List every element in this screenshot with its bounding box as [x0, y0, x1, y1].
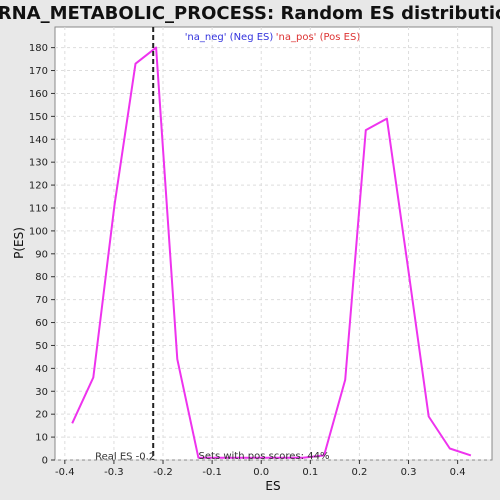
y-tick-label: 0 — [42, 456, 48, 467]
y-tick-label: 20 — [35, 410, 48, 421]
y-tick-label: 130 — [29, 158, 48, 169]
real-es-label: Real ES -0.2 — [95, 452, 155, 463]
y-tick-label: 120 — [29, 181, 48, 192]
x-axis-ticks: -0.4 -0.3 -0.2 -0.1 0.0 0.1 0.2 0.3 0.4 — [55, 460, 466, 478]
real-es-group: Real ES -0.2 — [95, 27, 155, 463]
y-tick-label: 160 — [29, 89, 48, 100]
y-tick-label: 10 — [35, 433, 48, 444]
y-tick-label: 180 — [29, 43, 48, 54]
legend-neg: 'na_neg' (Neg ES) — [185, 32, 274, 43]
x-tick-label: -0.3 — [104, 467, 124, 478]
y-axis-ticks: 0 10 20 30 40 50 60 70 80 90 100 110 120 130 140 150 160… — [29, 43, 55, 467]
y-tick-label: 140 — [29, 135, 48, 146]
x-tick-label: 0.4 — [450, 467, 466, 478]
x-tick-label: 0.2 — [351, 467, 367, 478]
x-tick-label: -0.2 — [153, 467, 173, 478]
y-tick-label: 50 — [35, 341, 48, 352]
x-axis-label: ES — [265, 479, 280, 493]
x-tick-label: 0.0 — [253, 467, 269, 478]
x-tick-label: 0.1 — [302, 467, 318, 478]
y-tick-label: 80 — [35, 272, 48, 283]
y-tick-label: 100 — [29, 226, 48, 237]
y-tick-label: 40 — [35, 364, 48, 375]
y-tick-label: 150 — [29, 112, 48, 123]
legend-pos: 'na_pos' (Pos ES) — [276, 32, 361, 43]
x-tick-label: -0.1 — [202, 467, 222, 478]
y-tick-label: 70 — [35, 295, 48, 306]
y-tick-label: 170 — [29, 66, 48, 77]
x-tick-label: -0.4 — [55, 467, 75, 478]
y-tick-label: 60 — [35, 318, 48, 329]
y-tick-label: 110 — [29, 203, 48, 214]
plot-area — [54, 26, 493, 461]
y-tick-label: 90 — [35, 249, 48, 260]
chart-title: MRNA_METABOLIC_PROCESS: Random ES distri… — [0, 3, 500, 24]
pos-scores-annotation: Sets with pos scores: 44% — [199, 451, 330, 462]
es-distribution-line — [71, 46, 472, 459]
series-group — [71, 46, 472, 459]
x-tick-label: 0.3 — [401, 467, 417, 478]
y-axis-label: P(ES) — [12, 227, 26, 259]
y-tick-label: 30 — [35, 387, 48, 398]
